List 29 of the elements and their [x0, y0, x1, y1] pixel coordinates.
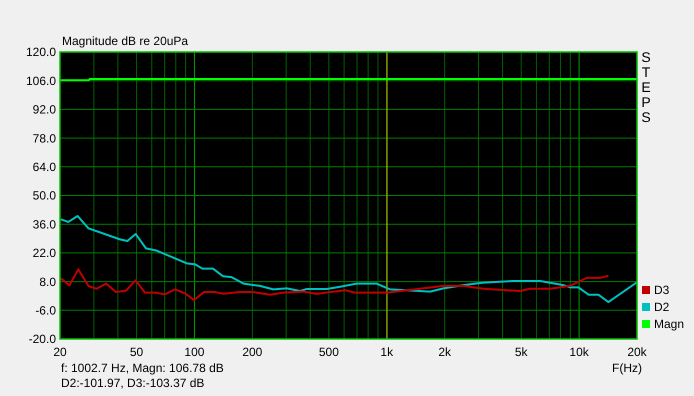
text: STEPS: [641, 49, 651, 125]
y-tick-label: 64.0: [32, 160, 56, 174]
y-tick-label: 106.0: [26, 74, 56, 88]
legend-label: D2: [654, 300, 670, 314]
y-tick-label: 92.0: [32, 102, 56, 117]
legend-label: D3: [654, 283, 670, 298]
y-tick-label: 50.0: [32, 188, 56, 203]
x-tick-label: 10k: [569, 345, 590, 359]
y-tick-label: 36.0: [32, 217, 56, 232]
y-tick-label: -6.0: [35, 304, 56, 318]
y-tick-label: -20.0: [28, 332, 56, 346]
x-axis-title: F(Hz): [612, 361, 642, 375]
x-tick-label: 20k: [627, 345, 648, 359]
x-tick-label: 5k: [514, 345, 529, 359]
x-tick-label: 20: [53, 345, 67, 359]
x-tick-label: 100: [184, 345, 205, 359]
y-axis-title: Magnitude dB re 20uPa: [62, 34, 188, 48]
text: f: 1002.7 Hz, Magn: 106.78 dB: [61, 361, 224, 375]
x-tick-label: 50: [130, 345, 144, 359]
y-tick-label: 8.0: [39, 274, 56, 289]
legend-label: Magn: [654, 317, 684, 332]
x-tick-label: 1k: [380, 345, 394, 359]
y-tick-label: 78.0: [32, 131, 56, 146]
y-tick-label: 22.0: [32, 246, 56, 260]
y-tick-label: 120.0: [26, 45, 56, 60]
x-tick-label: 2k: [438, 345, 452, 359]
x-tick-label: 200: [242, 345, 263, 359]
x-tick-label: 500: [318, 345, 340, 359]
text: D2:-101.97, D3:-103.37 dB: [61, 376, 204, 390]
